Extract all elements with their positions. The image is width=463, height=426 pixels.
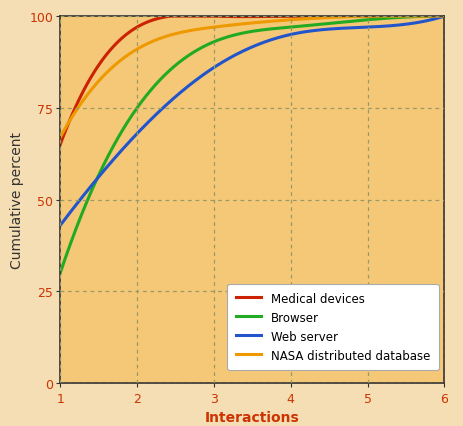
- Medical devices: [266, 15, 272, 20]
- Web server: [242, 49, 248, 54]
- Web server: [286, 33, 292, 38]
- NASA distributed database: [442, 14, 447, 20]
- Medical devices: [442, 14, 447, 20]
- Line: Browser: Browser: [60, 17, 444, 273]
- Line: Web server: Web server: [60, 17, 444, 226]
- Browser: [240, 32, 245, 37]
- Browser: [436, 14, 441, 20]
- NASA distributed database: [57, 135, 63, 141]
- Medical devices: [241, 15, 246, 20]
- NASA distributed database: [240, 22, 245, 27]
- Web server: [442, 14, 447, 20]
- Y-axis label: Cumulative percent: Cumulative percent: [10, 132, 24, 268]
- Browser: [372, 17, 378, 23]
- NASA distributed database: [286, 18, 292, 23]
- Browser: [57, 271, 63, 276]
- Medical devices: [243, 15, 249, 20]
- Web server: [265, 39, 271, 44]
- Legend: Medical devices, Browser, Web server, NASA distributed database: Medical devices, Browser, Web server, NA…: [227, 284, 438, 370]
- Browser: [286, 26, 292, 31]
- NASA distributed database: [433, 14, 439, 20]
- Browser: [442, 14, 447, 20]
- Medical devices: [373, 14, 379, 20]
- Medical devices: [433, 14, 439, 20]
- NASA distributed database: [265, 20, 271, 25]
- NASA distributed database: [373, 14, 379, 20]
- Line: NASA distributed database: NASA distributed database: [60, 17, 444, 138]
- NASA distributed database: [242, 22, 248, 27]
- Web server: [432, 17, 438, 22]
- NASA distributed database: [365, 14, 371, 20]
- Browser: [242, 31, 248, 36]
- Browser: [432, 14, 438, 20]
- X-axis label: Interactions: Interactions: [205, 410, 300, 424]
- Medical devices: [169, 14, 174, 20]
- Browser: [265, 28, 271, 33]
- Web server: [240, 49, 245, 55]
- Web server: [57, 223, 63, 228]
- Web server: [372, 25, 378, 30]
- Medical devices: [57, 143, 63, 148]
- Line: Medical devices: Medical devices: [60, 17, 444, 145]
- Medical devices: [287, 14, 293, 20]
